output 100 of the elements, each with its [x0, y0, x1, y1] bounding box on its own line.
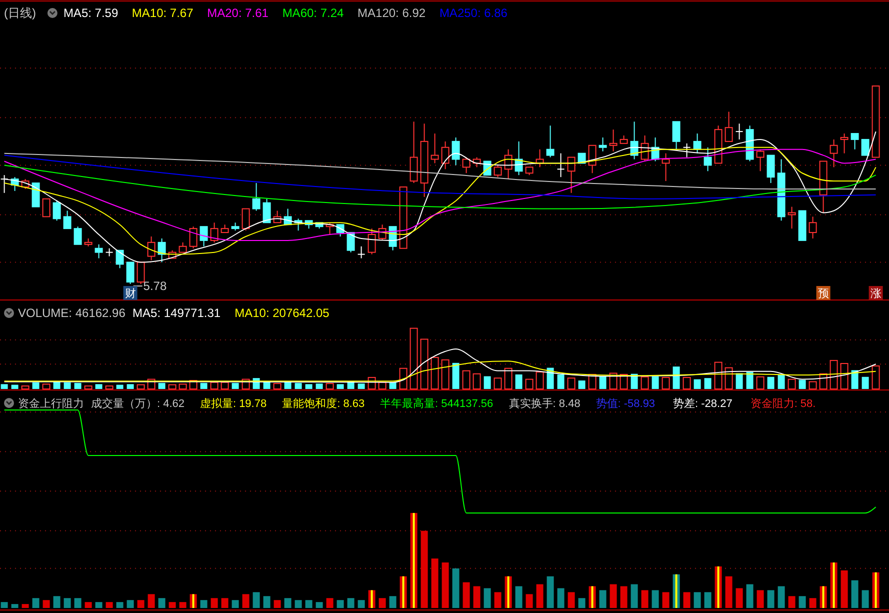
bar: [168, 602, 176, 608]
bar: [274, 600, 281, 608]
bar: [736, 588, 743, 608]
candlestick: [557, 152, 564, 178]
bar: [305, 384, 312, 389]
bar: [778, 586, 785, 608]
bar: [53, 596, 60, 608]
bar: [263, 596, 270, 608]
bar: [179, 602, 186, 608]
bar: [714, 362, 722, 390]
bar: [662, 592, 670, 608]
text: MA10: 7.67: [132, 6, 194, 20]
candlestick: [704, 146, 712, 172]
bar: [640, 376, 649, 390]
bar: [557, 588, 564, 608]
bar: [242, 594, 250, 608]
bar: [682, 376, 691, 390]
bar: [484, 376, 491, 389]
bar: [746, 372, 754, 389]
bar: [840, 570, 848, 608]
bar: [472, 373, 481, 390]
text: 涨: [870, 288, 882, 300]
candlestick: [420, 123, 428, 198]
text: MA120: 6.92: [358, 6, 426, 20]
bar: [210, 382, 218, 390]
bar: [232, 600, 239, 608]
bar: [672, 366, 680, 389]
bar: [599, 376, 606, 389]
bar: [525, 378, 534, 390]
bar: [717, 566, 720, 608]
bar: [536, 584, 544, 608]
bar: [507, 576, 510, 608]
bar: [389, 382, 396, 389]
candlestick: [830, 138, 838, 168]
annotation: 势值: -58.93: [596, 397, 656, 410]
bar: [116, 384, 124, 389]
bar: [725, 576, 732, 608]
text: 预: [818, 288, 829, 300]
bar: [284, 382, 292, 389]
bar: [557, 374, 564, 389]
text: MA250: 6.86: [439, 6, 508, 20]
bar: [462, 370, 470, 390]
bar: [546, 576, 554, 608]
bar: [126, 384, 134, 389]
bar: [778, 374, 785, 389]
bar: [494, 592, 502, 608]
bar: [74, 382, 82, 389]
text: MA20: 7.61: [207, 6, 269, 20]
bar: [74, 598, 82, 608]
bar: [862, 376, 869, 389]
bar: [358, 384, 365, 389]
bar: [652, 376, 659, 389]
bar: [32, 598, 40, 608]
bar: [95, 384, 102, 389]
annotation: 量能饱和度: 8.63: [282, 397, 365, 410]
bar: [788, 596, 796, 608]
text: MA5: 149771.31: [132, 306, 221, 320]
bar: [137, 600, 144, 608]
bar: [316, 384, 323, 389]
annotation: 真实换手: 8.48: [508, 397, 580, 410]
bar: [809, 598, 816, 608]
bar: [126, 600, 134, 608]
bar: [675, 574, 678, 608]
annotation: 半年最高量: 544137.56: [380, 397, 494, 410]
bar: [609, 372, 618, 390]
bar: [210, 598, 218, 608]
bar: [462, 582, 470, 608]
bar: [347, 598, 354, 608]
bar: [704, 592, 712, 608]
bar: [526, 594, 533, 608]
bar: [536, 372, 544, 390]
bar: [84, 385, 92, 390]
bar: [452, 362, 460, 389]
bar: [767, 376, 774, 389]
bar: [808, 381, 817, 390]
text: MA5: 7.59: [63, 6, 118, 20]
bar: [294, 382, 302, 389]
bar: [106, 602, 113, 608]
bar: [116, 602, 124, 608]
bar: [294, 600, 302, 608]
annotation: 势差: -28.27: [673, 397, 732, 410]
bar: [515, 586, 522, 608]
bar: [630, 584, 638, 608]
bar: [105, 385, 114, 390]
chart-title: VOLUME: 46162.96: [18, 306, 126, 320]
annotation: 5.78: [143, 279, 167, 293]
bar: [402, 576, 404, 608]
bar: [568, 592, 575, 608]
bar: [326, 383, 334, 390]
bar: [273, 383, 282, 390]
bar: [158, 382, 166, 389]
bar: [830, 360, 838, 390]
bar: [358, 600, 365, 608]
text: 财: [124, 287, 136, 300]
chart-title: (日线): [4, 6, 36, 20]
bar: [756, 590, 764, 608]
bar: [370, 590, 373, 608]
bar: [610, 584, 617, 608]
bar: [399, 368, 408, 390]
bar: [430, 356, 439, 390]
